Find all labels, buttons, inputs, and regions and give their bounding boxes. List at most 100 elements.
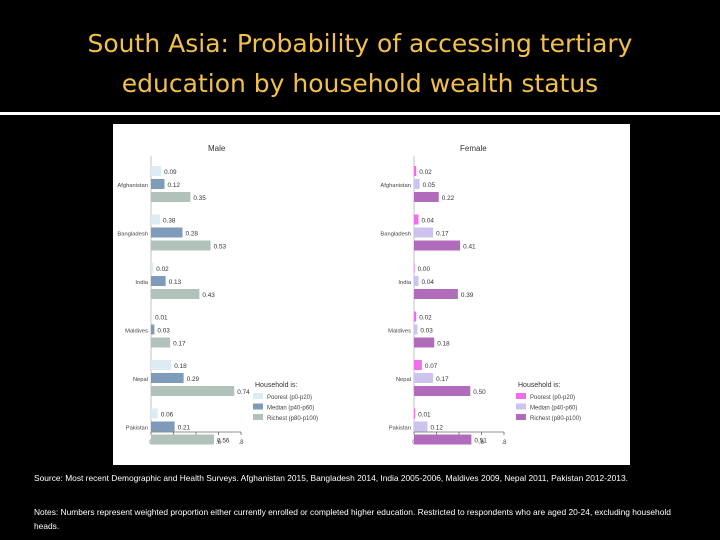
male-bar-value-label: 0.38 [163,218,176,225]
male-category-label: India [135,280,148,286]
male-bar-india-s2 [151,289,200,299]
male-bar-value-label: 0.01 [155,315,168,322]
female-bar-india-s2 [414,289,458,299]
male-legend-label-2: Richest (p80-p100) [267,416,318,422]
male-bar-pakistan-s1 [151,421,175,432]
male-bar-value-label: 0.53 [214,244,227,251]
female-bar-value-label: 0.39 [461,292,474,299]
male-x-tick-label: .8 [238,440,244,446]
female-bar-value-label: 0.02 [419,169,432,176]
male-bar-value-label: 0.06 [161,412,174,419]
female-bar-nepal-s1 [414,373,434,383]
notes-text: Notes: Numbers represent weighted propor… [34,507,671,531]
female-x-tick-label: .6 [479,440,485,446]
male-bar-value-label: 0.28 [186,231,199,238]
male-bar-value-label: 0.02 [156,266,169,273]
female-bar-value-label: 0.51 [474,438,487,445]
female-bar-afghanistan-s2 [414,192,439,202]
male-legend-swatch-0 [253,393,263,399]
title-line-2: education by household wealth status [121,69,599,98]
female-bar-value-label: 0.00 [418,266,431,273]
male-bar-afghanistan-s0 [151,166,162,176]
female-legend-swatch-2 [516,414,526,420]
female-panel-title: Female [460,144,487,153]
female-bar-value-label: 0.17 [436,376,449,383]
male-category-label: Nepal [133,377,148,383]
female-bar-nepal-s0 [414,360,422,370]
female-bar-value-label: 0.01 [418,412,431,419]
male-bar-value-label: 0.13 [169,279,182,286]
female-legend-swatch-1 [516,403,526,410]
female-category-label: Pakistan [389,426,411,432]
male-bar-nepal-s0 [151,360,172,370]
male-legend-swatch-1 [253,403,263,410]
female-category-label: India [398,280,411,286]
chart-svg: Male0.2.4.6.80.090.120.35Afghanistan0.38… [117,144,581,446]
male-legend-label-1: Median (p40-p60) [267,406,314,412]
female-bar-bangladesh-s2 [414,240,461,251]
female-bar-maldives-s1 [414,324,418,335]
female-bar-value-label: 0.04 [422,218,435,225]
male-bar-bangladesh-s1 [151,227,183,238]
female-legend-title: Household is: [518,382,560,389]
male-bar-value-label: 0.74 [237,389,250,396]
male-legend-label-0: Poorest (p0-p20) [267,395,312,401]
slide-title: South Asia: Probability of accessing ter… [20,24,700,104]
male-category-label: Pakistan [126,426,148,432]
male-category-label: Bangladesh [117,232,148,238]
male-bar-pakistan-s0 [151,408,158,419]
title-divider [0,112,720,115]
female-bar-afghanistan-s1 [414,179,420,189]
male-bar-india-s0 [151,263,154,273]
male-legend-title: Household is: [255,382,297,389]
female-category-label: Afghanistan [380,183,411,189]
male-bar-bangladesh-s2 [151,240,211,251]
male-panel-title: Male [208,144,226,153]
male-bar-value-label: 0.35 [193,195,206,202]
female-bar-bangladesh-s1 [414,227,434,238]
male-bar-nepal-s1 [151,373,184,383]
male-bar-maldives-s1 [151,324,155,335]
female-bar-value-label: 0.50 [473,389,486,396]
female-bar-value-label: 0.12 [431,425,444,432]
male-bar-bangladesh-s0 [151,214,160,225]
female-bar-maldives-s2 [414,337,435,348]
chart-figure: Male0.2.4.6.80.090.120.35Afghanistan0.38… [113,124,630,465]
male-bar-value-label: 0.56 [217,438,230,445]
female-bar-pakistan-s0 [414,408,416,419]
female-x-tick-label: .8 [501,440,507,446]
female-category-label: Bangladesh [380,232,411,238]
female-bar-value-label: 0.17 [436,231,449,238]
male-bar-pakistan-s2 [151,434,214,445]
male-bar-india-s1 [151,276,166,286]
male-legend-swatch-2 [253,414,263,420]
male-bar-afghanistan-s1 [151,179,165,189]
female-bar-pakistan-s2 [414,434,472,445]
male-bar-value-label: 0.18 [174,363,187,370]
female-legend-label-0: Poorest (p0-p20) [530,395,575,401]
title-line-1: South Asia: Probability of accessing ter… [87,29,633,58]
male-category-label: Maldives [125,329,148,335]
male-category-label: Afghanistan [117,183,148,189]
male-bar-value-label: 0.29 [187,376,200,383]
female-bar-afghanistan-s0 [414,166,417,176]
female-bar-value-label: 0.07 [425,363,438,370]
female-bar-bangladesh-s0 [414,214,419,225]
female-bar-value-label: 0.02 [419,315,432,322]
source-note: Source: Most recent Demographic and Heal… [34,473,628,483]
male-bar-value-label: 0.09 [164,169,177,176]
female-bar-nepal-s2 [414,386,471,396]
female-bar-india-s0 [414,263,415,273]
male-bar-maldives-s2 [151,337,171,348]
male-bar-afghanistan-s2 [151,192,191,202]
male-bar-value-label: 0.03 [157,328,170,335]
female-bar-value-label: 0.41 [463,244,476,251]
male-bar-value-label: 0.43 [202,292,215,299]
female-bar-value-label: 0.03 [420,328,433,335]
female-legend-swatch-0 [516,393,526,399]
male-bar-value-label: 0.21 [178,425,191,432]
female-bar-pakistan-s1 [414,421,428,432]
female-legend-label-1: Median (p40-p60) [530,406,577,412]
male-bar-value-label: 0.17 [173,341,186,348]
female-category-label: Nepal [396,377,411,383]
